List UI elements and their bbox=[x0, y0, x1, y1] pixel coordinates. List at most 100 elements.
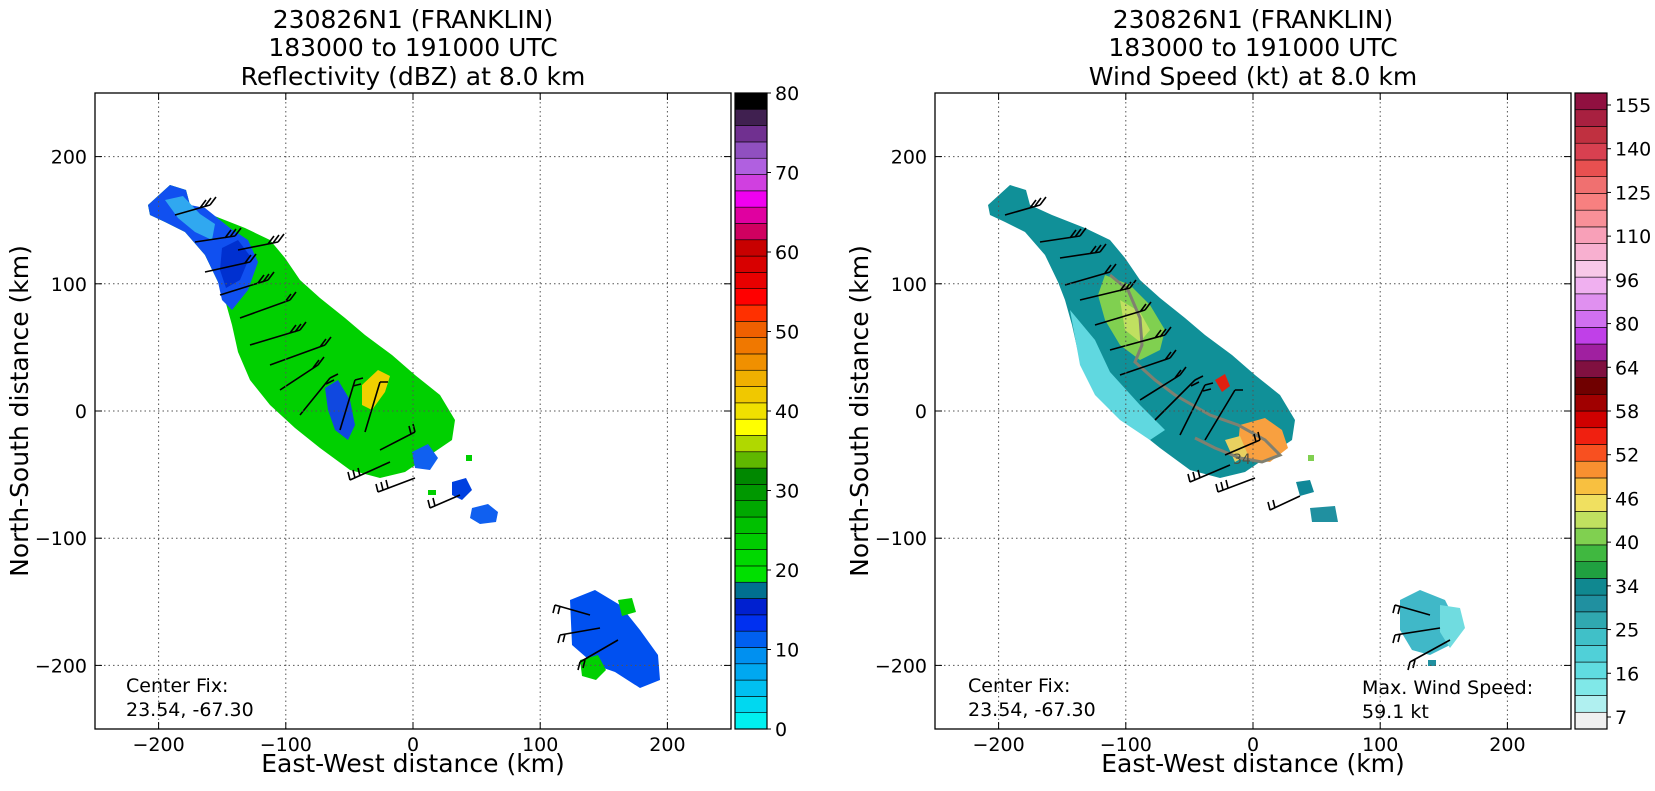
colorbar-tick-label: 80 bbox=[775, 83, 799, 105]
colorbar-tick-label: 110 bbox=[1615, 226, 1651, 248]
colorbar-tick-label: 46 bbox=[1615, 488, 1639, 510]
colorbar-swatch bbox=[734, 696, 768, 713]
colorbar-swatch bbox=[1574, 193, 1608, 211]
colorbar-swatch bbox=[734, 500, 768, 518]
echo-speck bbox=[428, 490, 436, 495]
colorbar-swatch bbox=[1574, 260, 1608, 278]
y-tick-label: 0 bbox=[75, 401, 87, 423]
colorbar-swatch bbox=[734, 516, 768, 534]
colorbar-swatch bbox=[734, 223, 768, 241]
colorbar-swatch bbox=[734, 353, 768, 371]
colorbar-swatch bbox=[734, 663, 768, 681]
colorbar-swatch bbox=[734, 435, 768, 453]
colorbar-swatch bbox=[734, 157, 768, 175]
x-tick-label: −100 bbox=[1100, 734, 1152, 756]
y-tick-label: 0 bbox=[915, 401, 927, 423]
panel-title-line-1: 230826N1 (FRANKLIN) bbox=[1113, 5, 1393, 34]
colorbar-swatch bbox=[734, 125, 768, 143]
y-tick-label: −100 bbox=[875, 528, 927, 550]
y-axis-label: North-South distance (km) bbox=[5, 245, 34, 577]
x-tick-label: 0 bbox=[407, 734, 419, 756]
panel-title-line-3: Reflectivity (dBZ) at 8.0 km bbox=[241, 62, 586, 91]
colorbar-swatch bbox=[1574, 444, 1608, 462]
wind-contour-label: 34 bbox=[1233, 452, 1251, 468]
colorbar-swatch bbox=[1574, 494, 1608, 512]
colorbar-swatch bbox=[734, 174, 768, 192]
colorbar-tick-label: 60 bbox=[775, 242, 799, 264]
echo-blue-tail bbox=[412, 444, 438, 470]
echo-blob-small bbox=[452, 478, 472, 500]
wind-speed-colorbar: 7 16 25 34 40 46 52 58 64 80 96 110 125 140 155 bbox=[1574, 92, 1651, 730]
colorbar-tick-label: 16 bbox=[1615, 663, 1639, 685]
colorbar-swatch bbox=[1574, 477, 1608, 495]
colorbar-swatch bbox=[1574, 209, 1608, 228]
colorbar-swatch bbox=[1574, 661, 1608, 680]
x-tick-label: −100 bbox=[260, 734, 312, 756]
colorbar-swatch bbox=[1574, 678, 1608, 696]
colorbar-tick-label: 125 bbox=[1615, 182, 1651, 204]
colorbar-swatch bbox=[1574, 327, 1608, 345]
colorbar-swatch bbox=[1574, 628, 1608, 646]
colorbar-swatch bbox=[1574, 126, 1608, 144]
colorbar-swatch bbox=[1574, 142, 1608, 161]
x-tick-label: 0 bbox=[1247, 734, 1259, 756]
colorbar-swatch bbox=[1574, 410, 1608, 429]
colorbar-swatch bbox=[734, 614, 768, 632]
colorbar-swatch bbox=[1574, 243, 1608, 261]
panel-title-line-2: 183000 to 191000 UTC bbox=[1108, 33, 1397, 62]
colorbar-swatch bbox=[1574, 109, 1608, 127]
x-tick-label: 100 bbox=[1362, 734, 1398, 756]
colorbar-swatch bbox=[1574, 427, 1608, 445]
x-tick-label: 200 bbox=[649, 734, 685, 756]
wind-speed-panel: 230826N1 (FRANKLIN) 183000 to 191000 UTC… bbox=[845, 5, 1651, 778]
wind-speck bbox=[1308, 455, 1314, 461]
colorbar-tick-label: 40 bbox=[1615, 532, 1639, 554]
colorbar-swatch bbox=[1574, 293, 1608, 311]
colorbar-swatch bbox=[734, 92, 768, 110]
colorbar-swatch bbox=[1574, 511, 1608, 529]
colorbar-swatch bbox=[734, 598, 768, 616]
colorbar-swatch bbox=[734, 321, 768, 338]
colorbar-swatch bbox=[734, 630, 768, 648]
echo-blue-inner bbox=[325, 380, 355, 440]
colorbar-tick-label: 70 bbox=[775, 163, 799, 185]
colorbar-swatch bbox=[1574, 460, 1608, 479]
x-tick-label: −200 bbox=[133, 734, 185, 756]
colorbar-swatch bbox=[734, 386, 768, 404]
colorbar-tick-label: 140 bbox=[1615, 139, 1651, 161]
colorbar-tick-label: 58 bbox=[1615, 401, 1639, 423]
panel-title-line-1: 230826N1 (FRANKLIN) bbox=[273, 5, 553, 34]
colorbar-tick-label: 96 bbox=[1615, 270, 1639, 292]
colorbar-swatch bbox=[1574, 393, 1608, 412]
echo-southeast-green-2 bbox=[618, 598, 636, 616]
center-fix-value: 23.54, -67.30 bbox=[968, 699, 1096, 721]
colorbar-swatch bbox=[734, 255, 768, 273]
center-fix-label: Center Fix: bbox=[968, 675, 1070, 697]
colorbar-swatch bbox=[1574, 544, 1608, 562]
colorbar-swatch bbox=[734, 418, 768, 436]
colorbar-swatch bbox=[734, 109, 768, 126]
max-wind-label: Max. Wind Speed: bbox=[1362, 677, 1533, 699]
colorbar-swatch bbox=[734, 581, 768, 599]
center-fix-value: 23.54, -67.30 bbox=[126, 699, 254, 721]
colorbar-swatch bbox=[734, 402, 768, 420]
colorbar-swatch bbox=[1574, 561, 1608, 579]
colorbar-tick-label: 30 bbox=[775, 481, 799, 503]
echo-darkblue-core bbox=[220, 240, 250, 288]
reflectivity-panel: 230826N1 (FRANKLIN) 183000 to 191000 UTC… bbox=[5, 5, 799, 778]
colorbar-swatch bbox=[1574, 92, 1608, 111]
colorbar-swatch bbox=[1574, 611, 1608, 629]
x-tick-label: 200 bbox=[1489, 734, 1525, 756]
colorbar-swatch bbox=[734, 549, 768, 567]
y-tick-label: 200 bbox=[891, 147, 927, 169]
colorbar-swatch bbox=[1574, 578, 1608, 596]
reflectivity-field bbox=[148, 185, 660, 688]
colorbar-swatch bbox=[1574, 310, 1608, 328]
colorbar-tick-label: 20 bbox=[775, 560, 799, 582]
colorbar-tick-label: 52 bbox=[1615, 445, 1639, 467]
colorbar-tick-label: 64 bbox=[1615, 357, 1639, 379]
wind-lightcyan-edge bbox=[1070, 310, 1165, 440]
colorbar-tick-label: 34 bbox=[1615, 576, 1639, 598]
colorbar-swatch bbox=[734, 272, 768, 289]
